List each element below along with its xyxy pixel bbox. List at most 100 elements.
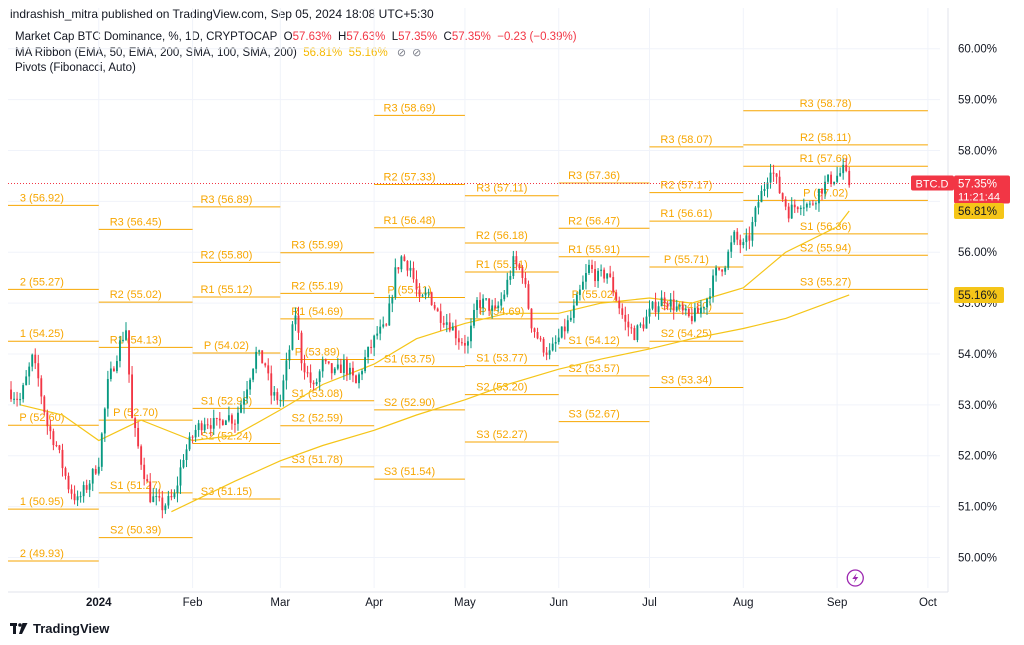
- candle-body: [578, 289, 581, 295]
- candle-body: [700, 307, 702, 314]
- candle-body: [91, 468, 94, 484]
- candle-body: [34, 354, 37, 364]
- pivot-label: S3 (53.34): [661, 375, 712, 387]
- candles-group: [10, 158, 851, 519]
- pivot-levels: 3 (56.92) 2 (55.27) 1 (54.25) P (52.60) 1 (5…: [8, 98, 928, 562]
- candle-body: [85, 485, 88, 490]
- candle-body: [706, 298, 708, 308]
- pivot-label: R1 (54.13): [110, 334, 162, 346]
- candle-body: [721, 269, 724, 272]
- legend-row-pivots[interactable]: Pivots (Fibonacci, Auto): [15, 61, 577, 77]
- candle-body: [230, 415, 233, 424]
- legend-row-main[interactable]: Market Cap BTC Dominance, %, 1D, CRYPTOC…: [15, 30, 577, 46]
- candle-body: [261, 350, 264, 364]
- candle-body: [476, 300, 478, 310]
- candle-body: [642, 324, 645, 329]
- candle-body: [781, 193, 784, 200]
- candle-body: [833, 181, 836, 185]
- legend-low-value: 57.35%: [398, 31, 438, 43]
- candle-body: [830, 174, 833, 185]
- candle-body: [61, 449, 64, 469]
- candle-body: [715, 267, 718, 276]
- candle-body: [760, 190, 763, 203]
- candle-body: [418, 289, 421, 297]
- pivot-label: S2 (55.94): [800, 242, 851, 254]
- candle-body: [94, 468, 97, 474]
- candle-body: [775, 173, 778, 177]
- candle-body: [470, 325, 472, 342]
- pivot-label: P (55.71): [664, 254, 709, 266]
- candle-body: [394, 267, 397, 298]
- candle-body: [234, 423, 236, 425]
- candle-body: [31, 354, 34, 367]
- footer-brand[interactable]: TradingView: [10, 621, 109, 636]
- candle-body: [303, 363, 306, 373]
- x-tick-label: May: [454, 597, 476, 609]
- candle-body: [88, 483, 91, 490]
- ma-tag-bg: [954, 203, 1004, 219]
- candle-body: [491, 305, 494, 311]
- candle-body: [672, 299, 675, 311]
- candle-body: [97, 466, 100, 474]
- candle-body: [769, 172, 772, 183]
- candle-body: [736, 231, 739, 240]
- candle-body: [143, 464, 146, 480]
- legend-open-label: O: [283, 31, 293, 43]
- pivot-label: R2 (56.18): [476, 230, 528, 242]
- candle-body: [327, 361, 330, 364]
- pivot-label: P (54.02): [204, 340, 249, 352]
- candle-body: [373, 335, 376, 348]
- pivot-label: P (55.02): [572, 289, 617, 301]
- publisher-line: indrashish_mitra published on TradingVie…: [10, 7, 434, 21]
- candle-body: [554, 342, 557, 344]
- candle-body: [703, 307, 705, 309]
- candle-body: [415, 279, 418, 290]
- candle-body: [463, 342, 466, 346]
- candle-body: [409, 267, 412, 271]
- candle-body: [73, 493, 76, 501]
- x-tick-label: Apr: [365, 597, 383, 609]
- candle-body: [19, 399, 22, 401]
- candle-body: [406, 260, 409, 271]
- candle-body: [182, 459, 185, 468]
- candle-body: [467, 341, 469, 346]
- ma-fast-line: [19, 210, 850, 442]
- price-tag-bg: [954, 175, 1010, 204]
- candle-body: [479, 300, 481, 308]
- candle-body: [276, 392, 279, 401]
- candle-body: [25, 376, 28, 386]
- candle-body: [28, 366, 31, 377]
- pivot-label: S1 (53.77): [476, 353, 527, 365]
- legend-row-ma[interactable]: MA Ribbon (EMA, 50, EMA, 200, SMA, 100, …: [15, 46, 577, 62]
- candle-body: [818, 188, 820, 204]
- candle-body: [808, 203, 811, 205]
- y-tick-label: 54.00%: [958, 349, 997, 361]
- candle-body: [730, 242, 733, 252]
- candle-body: [212, 418, 215, 429]
- candle-body: [173, 493, 176, 498]
- pivot-label: R1 (55.12): [200, 284, 252, 296]
- candle-body: [533, 328, 536, 332]
- hide-eye-icon-2[interactable]: ⊘: [412, 46, 422, 59]
- pivot-label: R1 (54.69): [291, 306, 343, 318]
- candle-body: [200, 423, 203, 431]
- candle-body: [309, 372, 312, 383]
- candle-body: [52, 431, 55, 446]
- candle-body: [342, 359, 345, 373]
- candle-body: [146, 479, 149, 482]
- brand-name: TradingView: [33, 621, 110, 636]
- candle-body: [300, 332, 303, 364]
- candle-body: [757, 202, 760, 208]
- candle-body: [687, 308, 690, 317]
- pivot-label: 3 (56.92): [20, 192, 64, 204]
- candle-body: [542, 338, 545, 353]
- hide-eye-icon[interactable]: ⊘: [396, 46, 407, 59]
- candle-body: [297, 315, 300, 333]
- candle-body: [793, 204, 796, 208]
- pivot-label: S1 (53.75): [384, 354, 435, 366]
- candle-body: [400, 256, 403, 270]
- candle-body: [306, 372, 309, 374]
- y-tick-label: 53.00%: [958, 400, 997, 412]
- y-tick-label: 59.00%: [958, 95, 997, 107]
